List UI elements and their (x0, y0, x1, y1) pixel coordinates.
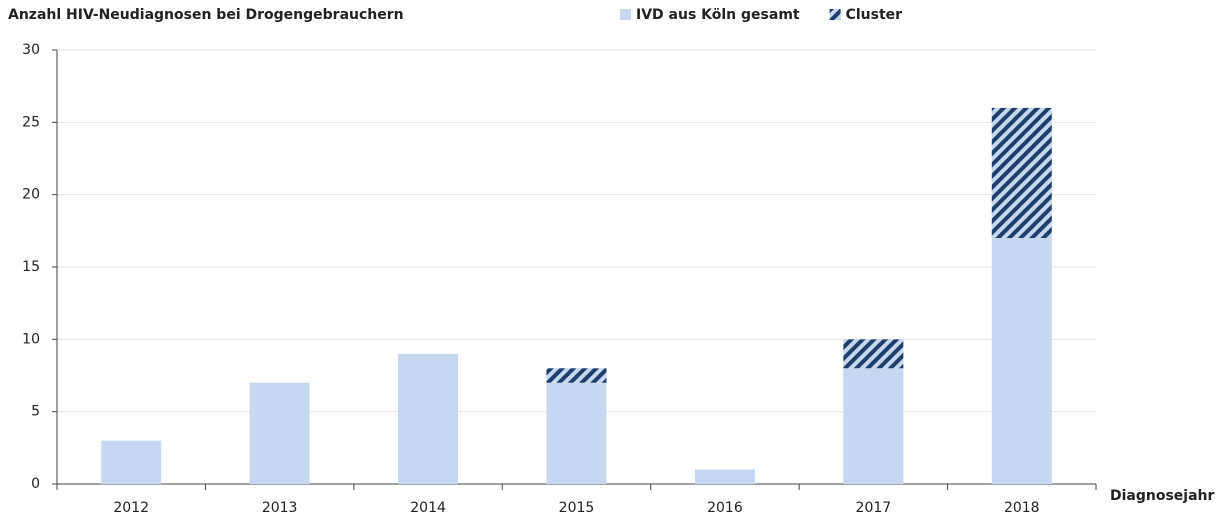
bar-segment (694, 469, 755, 484)
bar-segment (398, 353, 459, 484)
y-tick-label: 25 (22, 114, 40, 130)
y-tick-label: 5 (31, 404, 40, 420)
x-tick-label: 2013 (262, 500, 298, 515)
legend-label: IVD aus Köln gesamt (636, 7, 800, 23)
x-tick-label: 2017 (856, 500, 892, 515)
legend-label: Cluster (846, 7, 903, 23)
legend-swatch (829, 9, 841, 20)
legend-swatch (620, 9, 631, 20)
y-tick-label: 15 (22, 259, 40, 275)
bar-segment (991, 107, 1052, 239)
y-tick-label: 10 (22, 331, 40, 347)
x-tick-label: 2018 (1004, 500, 1040, 515)
bar-segment (101, 440, 162, 484)
x-tick-label: 2016 (707, 500, 743, 515)
bar-segment (546, 368, 607, 383)
x-tick-label: 2014 (410, 500, 446, 515)
bar-segment (249, 382, 310, 484)
chart-title: Anzahl HIV-Neudiagnosen bei Drogengebrau… (8, 7, 404, 23)
y-tick-label: 30 (22, 42, 40, 58)
y-tick-label: 20 (22, 187, 40, 203)
bar-segment (843, 339, 904, 369)
x-tick-label: 2015 (559, 500, 595, 515)
bar-segment (991, 238, 1052, 484)
y-tick-label: 0 (31, 476, 40, 492)
x-axis-label: Diagnosejahr (1110, 488, 1215, 504)
x-tick-label: 2012 (113, 500, 149, 515)
bar-segment (843, 368, 904, 484)
bar-segment (546, 382, 607, 484)
